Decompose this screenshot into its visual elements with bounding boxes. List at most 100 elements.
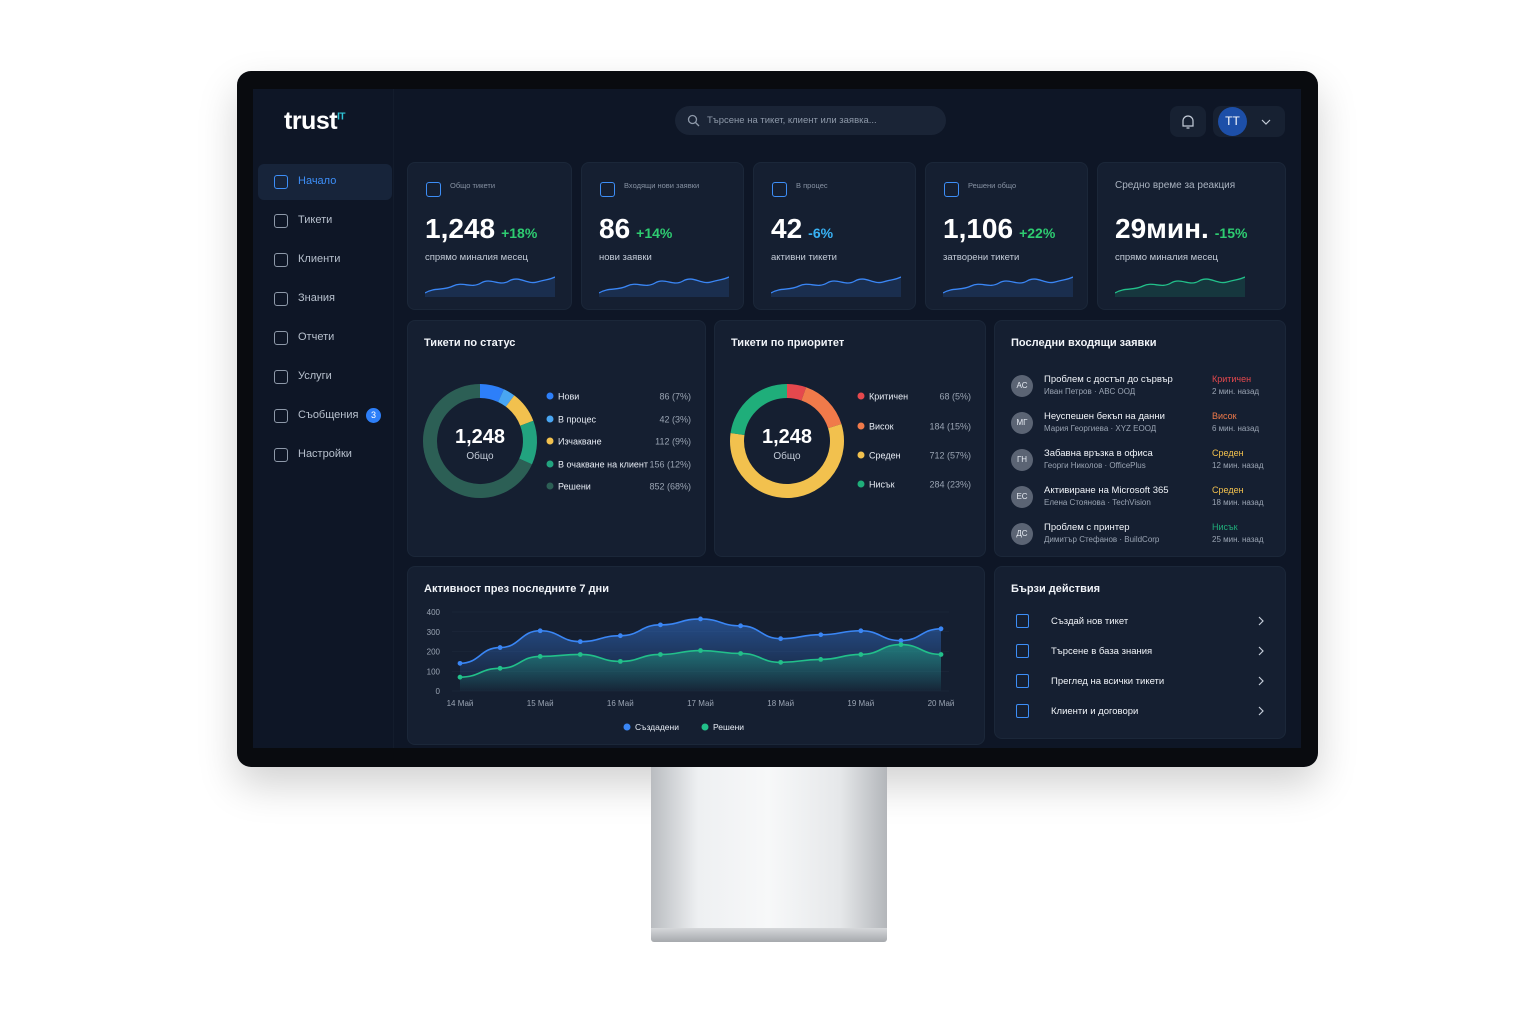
- y-tick-label: 0: [436, 687, 441, 696]
- nav-item[interactable]: Отчети: [258, 320, 392, 356]
- request-title: Активиране на Microsoft 365: [1044, 485, 1169, 496]
- logo-suffix: IT: [337, 111, 345, 123]
- data-point: [698, 648, 703, 653]
- quick-action-label: Клиенти и договори: [1051, 706, 1139, 717]
- request-row[interactable]: АС Проблем с достъп до сървър Иван Петров …: [995, 370, 1285, 402]
- chevron-right: [1258, 676, 1264, 686]
- quick-actions-card: Бързи действия Създай нов тикет Търсене в…: [994, 566, 1286, 739]
- nav-label: Съобщения: [298, 409, 359, 421]
- request-row[interactable]: ЕС Активиране на Microsoft 365 Елена Стоян…: [995, 481, 1285, 513]
- data-point: [938, 652, 944, 657]
- sparkline-line: [771, 276, 901, 294]
- nav-icon: [274, 292, 288, 306]
- request-time: 12 мин. назад: [1212, 461, 1264, 470]
- value-label: 86 (7%): [659, 392, 691, 402]
- request-row[interactable]: ГН Забавна връзка в офиса Георги Николов ·…: [995, 444, 1285, 476]
- kpi-icon: [426, 182, 441, 197]
- legend-label: Нови: [558, 392, 579, 402]
- nav-icon: [274, 214, 288, 228]
- search-box[interactable]: Търсене на тикет, клиент или заявка...: [675, 106, 946, 135]
- line-chart: 0 100 200 300 400 14 Май 15 Май 16 Май 17 Май 18 …: [427, 608, 955, 732]
- data-point: [537, 654, 543, 659]
- quick-action[interactable]: Създай нов тикет: [1005, 608, 1275, 634]
- sparkline-area: [1115, 277, 1245, 297]
- chevron-right: [1258, 646, 1264, 656]
- sparkline-area: [943, 277, 1073, 297]
- request-priority: Нисък: [1212, 522, 1238, 532]
- kpi-card: Входящи нови заявки 86 +14% нови заявки: [581, 162, 744, 310]
- nav-item[interactable]: Услуги: [258, 359, 392, 395]
- sparkline-line: [425, 276, 555, 294]
- nav-icon: [274, 448, 288, 462]
- value-label: 184 (15%): [929, 422, 971, 432]
- kpi-card: В процес 42 -6% активни тикети: [753, 162, 916, 310]
- nav-item[interactable]: Настройки: [258, 437, 392, 473]
- legend-label: Висок: [869, 422, 894, 432]
- request-row[interactable]: МГ Неуспешен бекъп на данни Мария Георгиев…: [995, 407, 1285, 439]
- request-row[interactable]: ДС Проблем с принтер Димитър Стефанов · Bu…: [995, 518, 1285, 550]
- card-title: Последни входящи заявки: [1011, 337, 1157, 349]
- nav-item[interactable]: Тикети: [258, 203, 392, 239]
- value-label: 42 (3%): [659, 415, 691, 425]
- kpi-label: В процес: [796, 181, 828, 190]
- logo: trustIT: [284, 107, 345, 136]
- kpi-number: 29мин.: [1115, 213, 1209, 244]
- recent-requests-card: Последни входящи заявки АС Проблем с дост…: [994, 320, 1286, 557]
- request-title: Проблем с принтер: [1044, 522, 1130, 533]
- sparkline-area: [771, 277, 901, 297]
- donut-segment: [479, 384, 504, 403]
- notifications-button[interactable]: [1170, 106, 1206, 137]
- x-tick-label: 20 Май: [928, 699, 955, 708]
- legend-dot: [701, 723, 709, 731]
- donut-segment: [730, 424, 844, 498]
- chevron-right: [1258, 706, 1264, 716]
- quick-action-icon: [1016, 674, 1029, 688]
- kpi-number: 1,106: [943, 213, 1014, 244]
- kpi-sparkline: [425, 276, 555, 297]
- kpi-label: Решени общо: [968, 181, 1017, 190]
- quick-action[interactable]: Търсене в база знания: [1005, 638, 1275, 664]
- nav-item[interactable]: Съобщения 3: [258, 398, 392, 434]
- nav-item[interactable]: Клиенти: [258, 242, 392, 278]
- request-avatar: ЕС: [1011, 486, 1033, 508]
- quick-action-icon: [1016, 614, 1029, 628]
- legend-label: Решени: [713, 722, 744, 732]
- donut-card: Тикети по статус Нови 86 (7%) В процес 42 (3…: [407, 320, 706, 557]
- request-title: Забавна връзка в офиса: [1044, 448, 1153, 459]
- donut-chart: Нови 86 (7%) В процес 42 (3%) Изчакване 112 (…: [423, 384, 691, 498]
- logo-text: trust: [284, 107, 338, 135]
- data-point: [658, 622, 663, 628]
- donut-center-label: Общо: [466, 450, 494, 462]
- kpi-label: Общо тикети: [450, 181, 496, 190]
- legend-dot: [857, 392, 865, 400]
- value-label: 852 (68%): [649, 482, 691, 492]
- legend-label: Изчакване: [558, 437, 602, 447]
- quick-action[interactable]: Клиенти и договори: [1005, 698, 1275, 724]
- chevron-down: [1261, 119, 1271, 125]
- user-menu[interactable]: TT: [1213, 106, 1285, 137]
- request-subtitle: Георги Николов · OfficePlus: [1044, 461, 1146, 470]
- donut-segment: [505, 395, 534, 427]
- data-point: [617, 658, 623, 664]
- kpi-label: Входящи нови заявки: [624, 181, 700, 190]
- kpi-caption: затворени тикети: [943, 252, 1020, 263]
- card-title: Активност през последните 7 дни: [424, 583, 609, 595]
- nav-icon: [274, 370, 288, 384]
- quick-action[interactable]: Преглед на всички тикети: [1005, 668, 1275, 694]
- nav-item[interactable]: Знания: [258, 281, 392, 317]
- nav-label: Настройки: [298, 448, 352, 460]
- chevron-right: [1258, 616, 1264, 626]
- chevron-path: [1258, 646, 1264, 656]
- request-title: Проблем с достъп до сървър: [1044, 374, 1173, 385]
- nav-item[interactable]: Начало: [258, 164, 392, 200]
- data-point: [898, 638, 904, 644]
- data-point: [818, 657, 824, 662]
- data-point: [658, 652, 663, 657]
- data-point: [617, 633, 623, 639]
- donut-chart: Критичен 68 (5%) Висок 184 (15%) Среден 712 (…: [730, 384, 971, 498]
- kpi-value: 1,106 +22%: [943, 213, 1055, 245]
- data-point: [497, 665, 503, 671]
- request-subtitle: Елена Стоянова · TechVision: [1044, 498, 1151, 507]
- search-placeholder: Търсене на тикет, клиент или заявка...: [707, 115, 877, 126]
